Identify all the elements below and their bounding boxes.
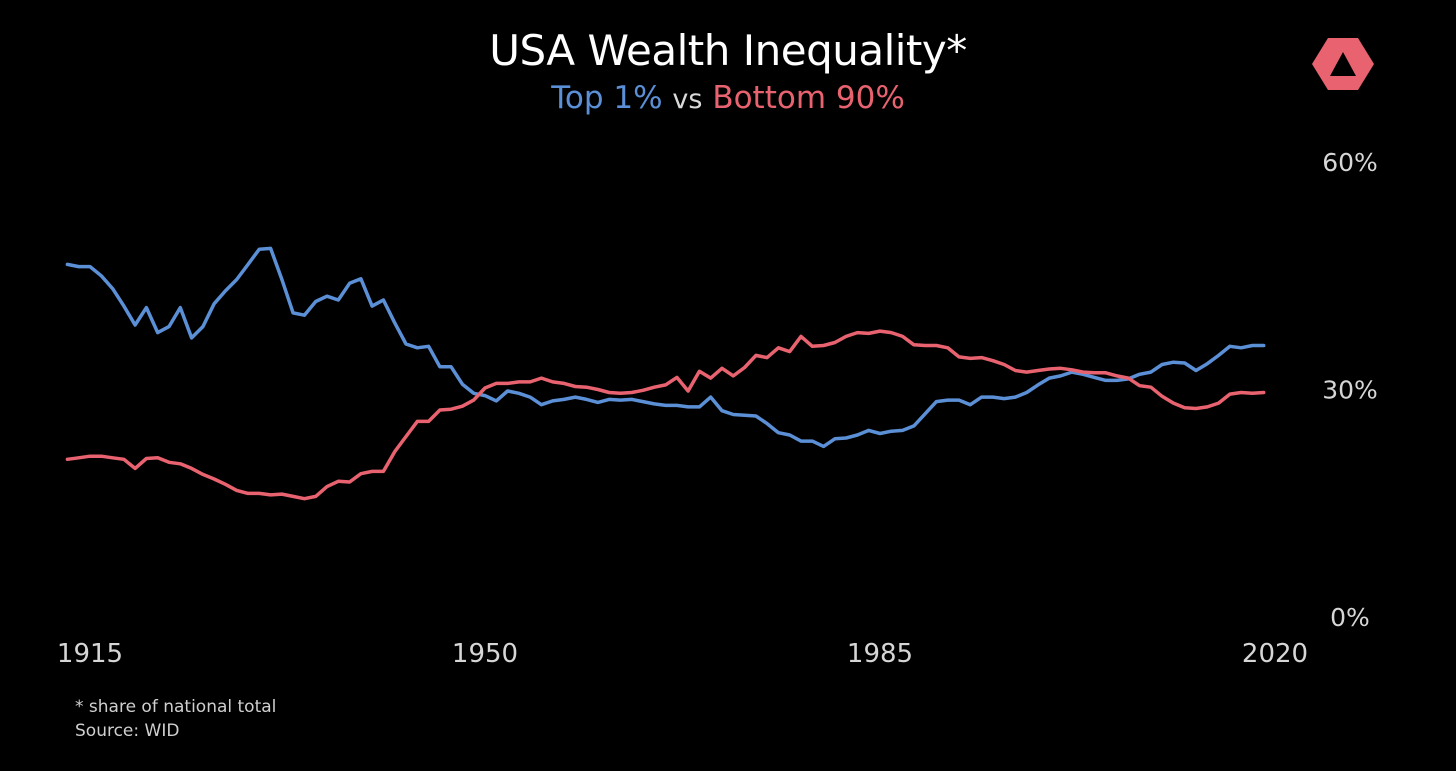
- y-tick-label: 60%: [1322, 148, 1378, 177]
- footnote-source: Source: WID: [75, 721, 180, 741]
- legend-top1: Top 1%: [551, 80, 663, 116]
- x-tick-label: 1915: [57, 639, 123, 669]
- y-tick-label: 0%: [1330, 603, 1370, 632]
- x-tick-label: 2020: [1242, 639, 1308, 669]
- legend-connector: vs: [672, 84, 703, 115]
- footnote: * share of national total Source: WID: [75, 695, 276, 743]
- series-line-bottom90: [65, 329, 1266, 501]
- x-tick-label: 1985: [847, 639, 913, 669]
- series-line-top1: [65, 246, 1266, 449]
- legend-bottom90: Bottom 90%: [712, 80, 905, 116]
- chart-title: USA Wealth Inequality*: [489, 26, 967, 75]
- footnote-note: * share of national total: [75, 697, 277, 717]
- y-tick-label: 30%: [1322, 376, 1378, 405]
- triangle-logo-icon: [1312, 38, 1374, 90]
- x-tick-label: 1950: [452, 639, 518, 669]
- chart-subtitle: Top 1% vs Bottom 90%: [0, 80, 1456, 116]
